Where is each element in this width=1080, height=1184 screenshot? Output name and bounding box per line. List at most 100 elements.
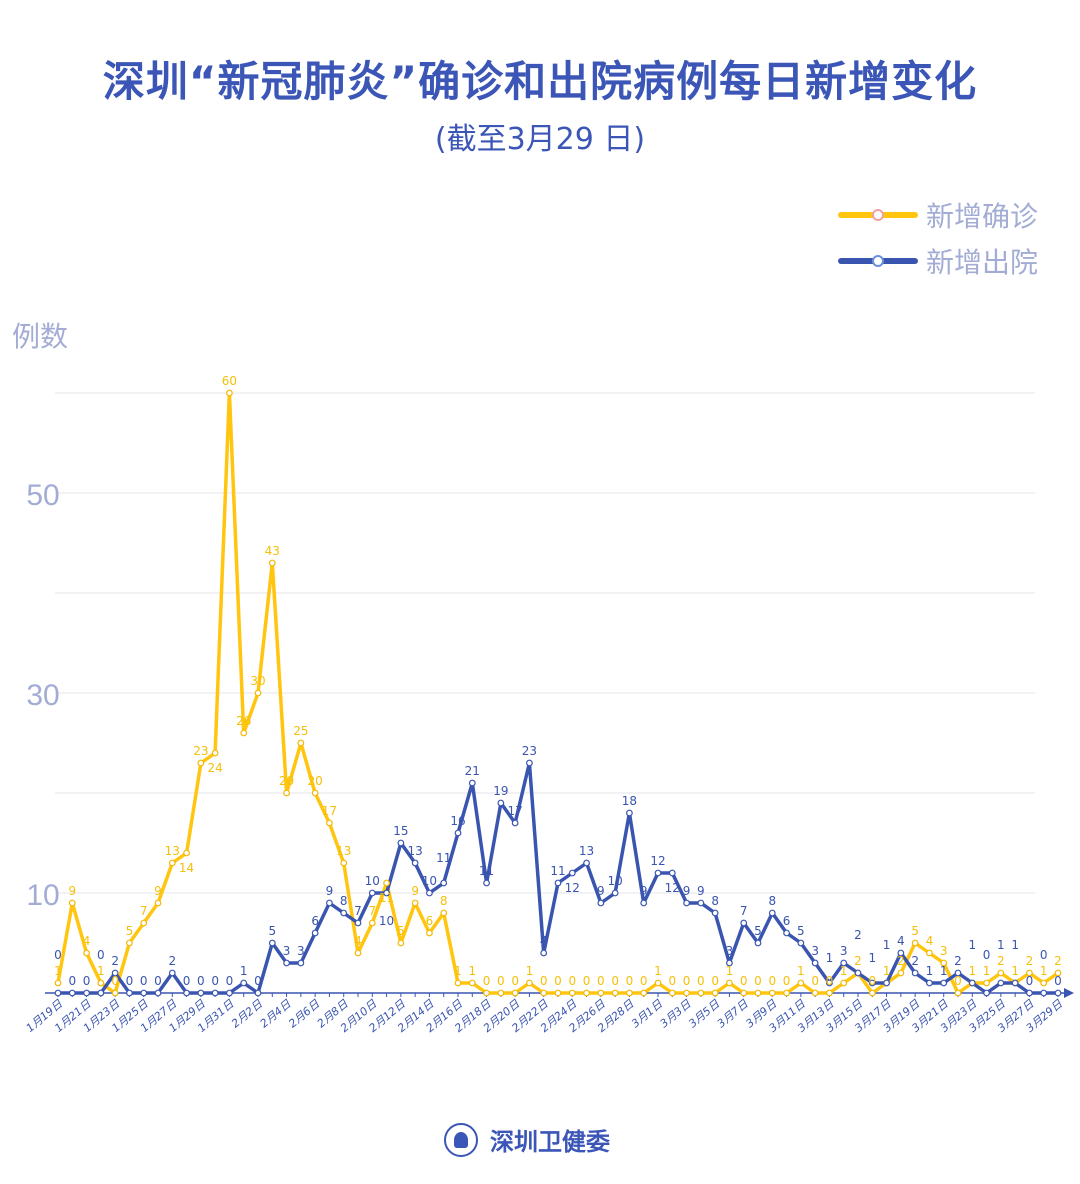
data-point-confirmed <box>397 939 405 947</box>
data-label-discharged: 0 <box>68 974 76 988</box>
data-label-confirmed: 1 <box>97 964 105 978</box>
data-label-confirmed: 3 <box>940 944 948 958</box>
data-point-confirmed <box>526 979 533 987</box>
data-label-confirmed: 0 <box>640 974 648 988</box>
data-point-confirmed <box>254 689 262 697</box>
data-point-confirmed <box>168 859 176 867</box>
data-point-discharged <box>726 959 733 967</box>
data-point-confirmed <box>197 759 205 767</box>
data-label-discharged: 7 <box>354 904 362 918</box>
data-label-discharged: 13 <box>579 844 594 858</box>
data-point-discharged <box>454 829 462 837</box>
data-label-confirmed: 13 <box>336 844 351 858</box>
data-label-confirmed: 0 <box>611 974 619 988</box>
data-point-confirmed <box>240 729 248 737</box>
data-point-discharged <box>597 899 605 907</box>
data-point-discharged <box>397 839 405 847</box>
data-label-confirmed: 0 <box>111 974 119 988</box>
data-point-discharged <box>240 979 248 987</box>
data-label-confirmed: 0 <box>697 974 705 988</box>
data-label-discharged: 5 <box>268 924 276 938</box>
y-tick-label: 50 <box>26 479 59 512</box>
data-point-confirmed <box>426 929 433 937</box>
y-tick-label: 10 <box>26 879 59 912</box>
data-point-discharged <box>68 989 76 997</box>
data-label-discharged: 0 <box>211 974 219 988</box>
data-point-discharged <box>140 989 148 997</box>
data-label-discharged: 0 <box>254 974 262 988</box>
data-point-discharged <box>1011 979 1019 987</box>
data-label-discharged: 11 <box>550 864 565 878</box>
data-point-discharged <box>283 959 290 967</box>
y-tick-label: 30 <box>26 679 59 712</box>
data-label-discharged: 15 <box>393 824 408 838</box>
data-label-discharged: 1 <box>240 964 248 978</box>
data-point-discharged <box>340 909 348 917</box>
data-label-confirmed: 0 <box>483 974 491 988</box>
data-point-discharged <box>354 919 362 927</box>
data-label-confirmed: 5 <box>397 924 405 938</box>
legend-item-discharged: 新增出院 <box>838 238 1038 284</box>
data-point-confirmed <box>297 739 305 747</box>
data-label-confirmed: 4 <box>83 934 91 948</box>
data-label-discharged: 0 <box>83 974 91 988</box>
data-label-discharged: 9 <box>326 884 334 898</box>
data-point-confirmed <box>554 989 562 997</box>
data-point-discharged <box>268 939 276 947</box>
data-label-discharged: 6 <box>311 914 319 928</box>
data-label-confirmed: 2 <box>997 954 1005 968</box>
data-label-discharged: 21 <box>465 764 480 778</box>
data-point-confirmed <box>811 989 819 997</box>
data-point-confirmed <box>1040 979 1048 987</box>
data-label-discharged: 11 <box>436 851 451 865</box>
data-label-discharged: 1 <box>968 938 976 952</box>
data-point-discharged <box>126 989 133 997</box>
data-label-confirmed: 1 <box>968 964 976 978</box>
data-point-confirmed <box>497 989 505 997</box>
data-label-confirmed: 24 <box>208 761 223 775</box>
chart-title: 深圳“新冠肺炎”确诊和出院病例每日新增变化 <box>102 57 978 106</box>
data-label-discharged: 0 <box>1054 974 1062 988</box>
data-label-confirmed: 1 <box>1040 964 1048 978</box>
data-point-confirmed <box>211 749 219 757</box>
data-point-confirmed <box>454 979 462 987</box>
data-label-discharged: 0 <box>97 948 105 962</box>
data-label-confirmed: 1 <box>983 964 991 978</box>
data-label-discharged: 1 <box>826 951 834 965</box>
data-label-discharged: 5 <box>754 924 762 938</box>
data-point-discharged <box>783 929 790 937</box>
data-point-confirmed <box>597 989 605 997</box>
data-label-discharged: 8 <box>768 894 776 908</box>
data-point-discharged <box>326 899 333 907</box>
data-label-discharged: 0 <box>126 974 134 988</box>
data-point-discharged <box>811 959 819 967</box>
data-point-confirmed <box>797 979 805 987</box>
data-label-confirmed: 1 <box>454 964 462 978</box>
data-label-discharged: 10 <box>379 914 394 928</box>
data-point-confirmed <box>511 989 519 997</box>
data-point-confirmed <box>654 979 662 987</box>
data-label-confirmed: 0 <box>668 974 676 988</box>
data-point-confirmed <box>226 389 233 397</box>
data-point-confirmed <box>726 979 733 987</box>
data-point-discharged <box>254 989 262 997</box>
data-point-confirmed <box>983 979 990 987</box>
data-point-discharged <box>383 889 390 897</box>
x-tick-label: 3月5日 <box>686 997 723 1031</box>
data-label-confirmed: 0 <box>683 974 691 988</box>
data-label-confirmed: 1 <box>797 964 805 978</box>
data-label-discharged: 0 <box>154 974 162 988</box>
data-point-confirmed <box>768 989 776 997</box>
data-label-confirmed: 0 <box>954 974 962 988</box>
data-point-discharged <box>754 939 762 947</box>
data-point-discharged <box>154 989 162 997</box>
data-point-confirmed <box>140 919 148 927</box>
data-label-discharged: 3 <box>283 944 291 958</box>
data-point-discharged <box>183 989 190 997</box>
data-label-discharged: 17 <box>508 804 523 818</box>
x-tick-label: 2月6日 <box>286 997 323 1031</box>
data-label-discharged: 12 <box>650 854 665 868</box>
footer: 深圳卫健委 <box>444 1122 610 1157</box>
data-label-confirmed: 30 <box>250 674 265 688</box>
data-label-discharged: 3 <box>726 944 734 958</box>
